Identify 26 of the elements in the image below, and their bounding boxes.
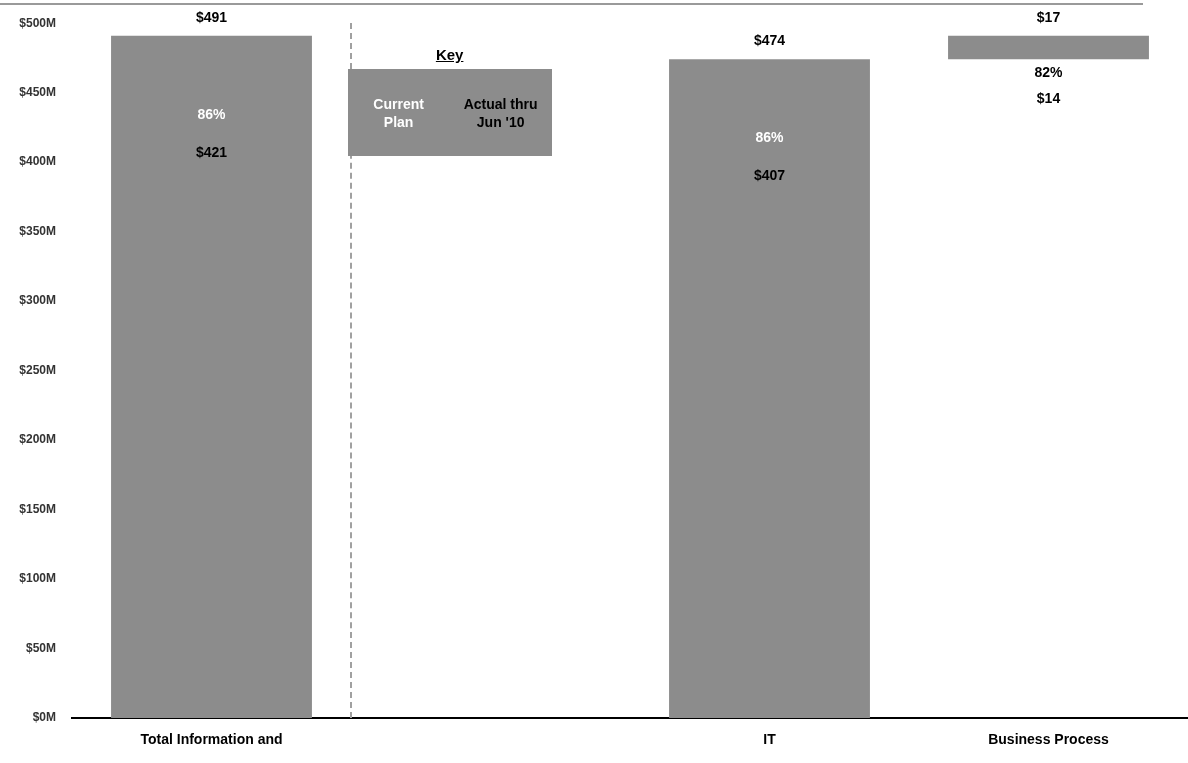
y-tick-label: $200M [19, 432, 56, 447]
x-tick-label: Business Process [988, 731, 1110, 748]
y-tick-label: $250M [19, 362, 56, 377]
y-tick-label: $50M [25, 640, 56, 655]
annotation: 82% [1034, 64, 1064, 81]
data-label: $491 [195, 8, 228, 25]
y-tick-label: $0M [32, 710, 56, 725]
x-tick-label: Total Information and [140, 731, 283, 748]
annotation: 86% [755, 129, 785, 146]
annotation: $14 [1036, 90, 1061, 107]
y-tick-label: $100M [19, 571, 56, 586]
data-label: $17 [1036, 8, 1061, 25]
data-label: $474 [753, 32, 786, 49]
y-tick-label: $500M [19, 15, 56, 30]
y-tick-label: $350M [19, 223, 56, 238]
legend-title: Key [435, 46, 464, 64]
x-tick-label: IT [763, 731, 777, 748]
annotation: $421 [195, 143, 228, 160]
annotation: $407 [753, 167, 786, 184]
y-tick-label: $450M [19, 84, 56, 99]
y-tick-label: $150M [19, 501, 56, 516]
y-tick-label: $400M [19, 154, 56, 169]
annotation: 86% [197, 105, 227, 122]
key-box: Current Plan Actual thru Jun '10 [347, 69, 552, 157]
y-tick-label: $300M [19, 293, 56, 308]
annotation: Actual thru Jun '10 [463, 95, 538, 130]
